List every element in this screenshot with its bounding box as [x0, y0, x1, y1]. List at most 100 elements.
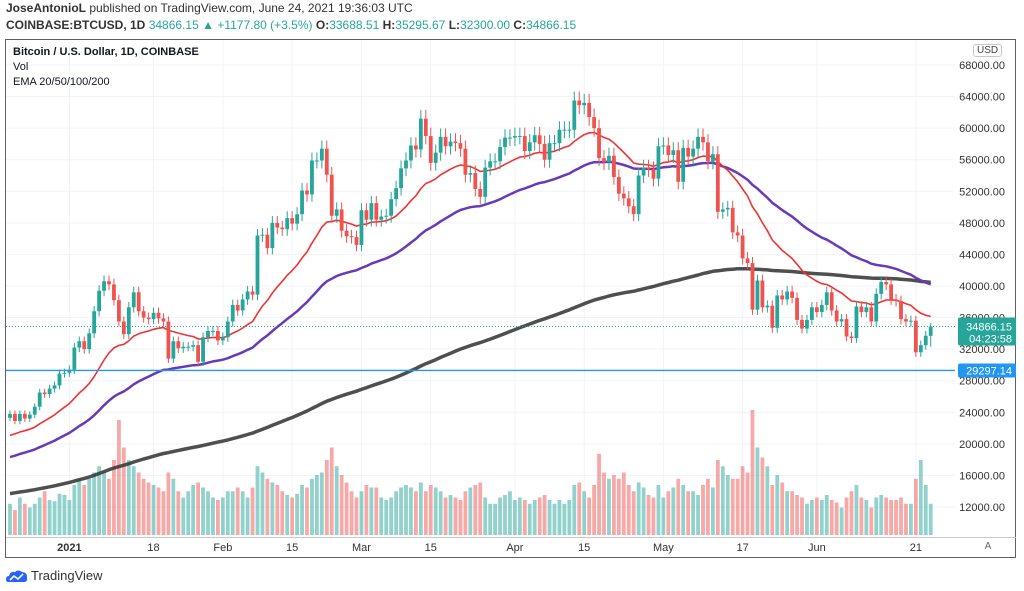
price-axis-label[interactable]: 40000.00 [959, 281, 1005, 293]
volume-bar [760, 457, 765, 535]
volume-bar [62, 495, 67, 535]
candle-body [379, 216, 384, 220]
volume-bar [775, 475, 780, 535]
volume-bar [448, 495, 453, 535]
volume-bar [681, 485, 686, 535]
volume-bar [854, 485, 859, 535]
auto-scale-button[interactable]: A [984, 541, 992, 552]
time-axis-label[interactable]: 15 [286, 542, 298, 554]
volume-bar [97, 466, 101, 535]
price-axis-label[interactable]: 16000.00 [959, 470, 1005, 482]
volume-bar [770, 485, 775, 535]
time-axis-label[interactable]: May [653, 542, 674, 554]
candle-body [349, 236, 354, 238]
candle-body [493, 161, 497, 163]
volume-bar [121, 447, 126, 535]
candle-body [661, 145, 666, 147]
price-axis-label[interactable]: 56000.00 [959, 155, 1005, 167]
volume-bar [894, 500, 898, 535]
candle-body [711, 154, 715, 162]
price-axis-label[interactable]: 12000.00 [959, 502, 1005, 514]
volume-bar [765, 466, 770, 535]
volume-bar [814, 497, 819, 535]
price-axis-label[interactable]: 20000.00 [959, 439, 1005, 451]
candle-body [404, 160, 408, 169]
legend-title[interactable]: Bitcoin / U.S. Dollar, 1D, COINBASE [13, 46, 199, 58]
candle-body [176, 341, 181, 349]
price-axis-label[interactable]: 48000.00 [959, 218, 1005, 230]
volume-bar [379, 497, 384, 535]
candle-body [522, 136, 527, 152]
volume-bar [626, 485, 631, 535]
time-axis-label[interactable]: 18 [147, 542, 159, 554]
volume-bar [166, 472, 171, 535]
volume-bar [334, 466, 339, 535]
time-axis-label[interactable]: Apr [506, 542, 523, 554]
volume-bar [57, 493, 62, 535]
volume-bar [706, 478, 710, 535]
time-axis-label[interactable]: Feb [213, 542, 232, 554]
volume-bar [671, 487, 676, 535]
volume-bar [458, 500, 463, 535]
time-axis-label[interactable]: Jun [808, 542, 826, 554]
time-axis-label[interactable]: 17 [736, 542, 748, 554]
price-axis-label[interactable]: 60000.00 [959, 123, 1005, 135]
time-axis-label[interactable]: 15 [425, 542, 437, 554]
volume-bar [844, 497, 849, 535]
volume-bar [819, 500, 824, 535]
volume-bar [542, 495, 547, 535]
volume-bar [67, 500, 72, 535]
candle-body [13, 413, 17, 421]
volume-bar [562, 503, 567, 535]
candle-body [706, 142, 710, 162]
candle-body [765, 305, 770, 308]
candle-body [107, 281, 111, 285]
currency-label[interactable]: USD [973, 44, 1003, 57]
candle-body [225, 321, 230, 338]
volume-bar [646, 495, 651, 535]
legend-volume[interactable]: Vol [13, 61, 29, 73]
volume-bar [384, 500, 389, 535]
volume-bar [270, 482, 275, 535]
candle-body [735, 232, 740, 236]
tradingview-logo[interactable]: TradingView [6, 568, 103, 583]
volume-bar [176, 491, 181, 535]
author-name[interactable]: JoseAntonioL [6, 1, 86, 15]
legend-ema[interactable]: EMA 20/50/100/200 [13, 76, 110, 88]
candle-body [488, 161, 493, 168]
volume-bar [102, 472, 106, 535]
time-axis-label[interactable]: 21 [910, 542, 922, 554]
price-axis-label[interactable]: 32000.00 [959, 344, 1005, 356]
volume-bar [433, 487, 438, 535]
volume-bar [255, 466, 260, 535]
volume-bar [369, 487, 374, 535]
price-axis-label[interactable]: 28000.00 [959, 376, 1005, 388]
candle-body [681, 147, 686, 182]
volume-bar [394, 491, 398, 535]
volume-bar [72, 485, 77, 535]
candle-body [315, 160, 319, 162]
low-value: 32300.00 [460, 18, 511, 32]
price-axis-label[interactable]: 52000.00 [959, 186, 1005, 198]
volume-bar [225, 491, 230, 535]
candle-body [319, 148, 324, 161]
candle-body [725, 207, 730, 210]
candle-body [334, 209, 339, 216]
volume-bar [755, 447, 760, 535]
volume-bar [319, 472, 324, 535]
time-axis-label[interactable]: 2021 [57, 542, 81, 554]
price-axis-label[interactable]: 64000.00 [959, 92, 1005, 104]
bar-countdown: 04:23:58 [969, 334, 1012, 346]
price-axis-label[interactable]: 24000.00 [959, 407, 1005, 419]
time-axis-label[interactable]: 15 [578, 542, 590, 554]
candle-body [800, 319, 804, 329]
candle-body [740, 235, 745, 259]
candle-body [339, 209, 344, 231]
candle-body [67, 369, 72, 373]
candle-body [438, 136, 443, 153]
price-axis-label[interactable]: 44000.00 [959, 249, 1005, 261]
price-axis-label[interactable]: 68000.00 [959, 60, 1005, 72]
time-axis-label[interactable]: Mar [352, 542, 371, 554]
candle-body [720, 209, 725, 212]
